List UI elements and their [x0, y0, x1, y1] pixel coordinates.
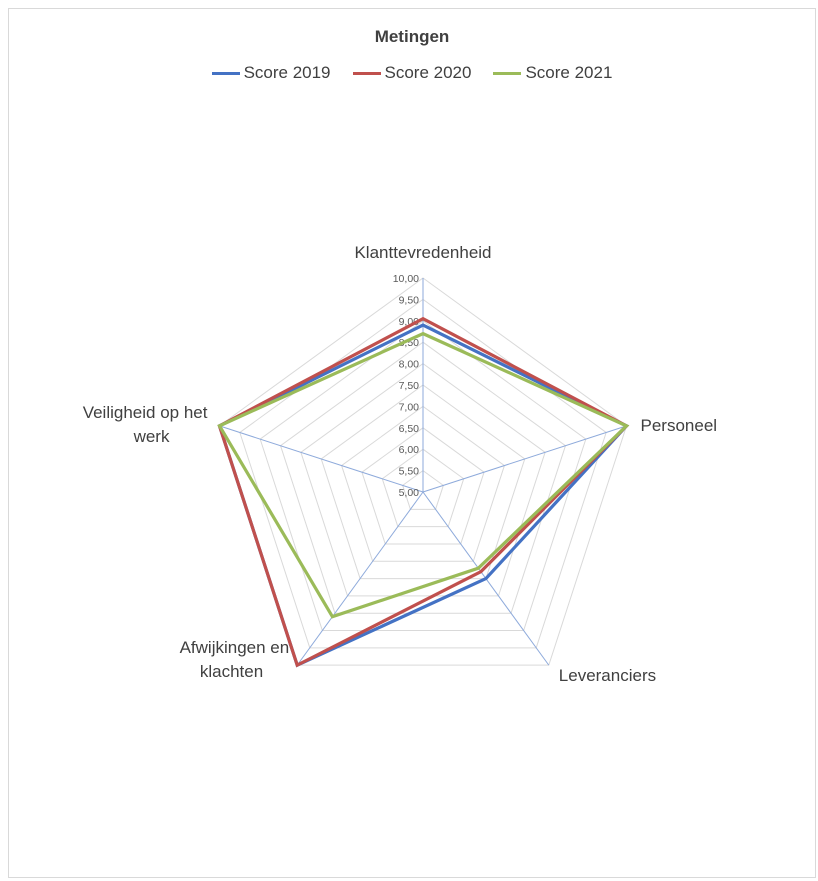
axis-spoke	[219, 425, 424, 493]
grid-ring	[218, 277, 628, 666]
tick-label: 5,00	[399, 487, 420, 499]
tick-label: 7,00	[399, 401, 420, 413]
category-label: Klanttevredenheid	[354, 243, 491, 262]
grid-ring	[361, 427, 485, 545]
category-label: Afwijkingen en klachten	[180, 638, 290, 681]
chart-frame: Metingen Score 2019 Score 2020 Score 202…	[8, 8, 816, 878]
axis-spoke	[422, 425, 627, 493]
legend-label-2020: Score 2020	[384, 63, 472, 82]
grid-ring	[341, 405, 505, 562]
legend-swatch-2020	[352, 71, 381, 75]
legend: Score 2019 Score 2020 Score 2021	[9, 63, 815, 83]
legend-item-2021: Score 2021	[493, 63, 612, 83]
grid-ring	[279, 341, 567, 614]
axis-spoke	[296, 491, 424, 666]
series-line-score-2020	[217, 316, 630, 668]
tick-label: 9,50	[399, 294, 420, 306]
category-label: Veiligheid op het werk	[83, 403, 208, 446]
tick-label: 8,00	[399, 359, 420, 371]
tick-label: 10,00	[393, 273, 419, 285]
tick-label: 8,50	[399, 337, 420, 349]
legend-swatch-2021	[493, 71, 522, 75]
tick-label: 5,50	[399, 466, 420, 478]
grid-ring	[259, 320, 587, 632]
tick-label: 7,50	[399, 380, 420, 392]
category-label: Personeel	[641, 416, 718, 435]
grid-ring	[381, 448, 465, 528]
legend-label-2019: Score 2019	[243, 63, 331, 82]
radar-chart: 5,005,506,006,507,007,508,008,509,009,50…	[83, 243, 718, 685]
grid-ring	[239, 298, 607, 649]
grid-ring	[402, 469, 444, 510]
tick-label: 6,00	[399, 444, 420, 456]
chart-title: Metingen	[374, 27, 450, 46]
legend-label-2021: Score 2021	[525, 63, 613, 82]
legend-item-2020: Score 2020	[352, 63, 472, 83]
series-line-score-2021	[217, 331, 630, 619]
legend-swatch-2019	[211, 71, 240, 75]
tick-label: 6,50	[399, 423, 420, 435]
grid-ring	[300, 362, 546, 597]
legend-item-2019: Score 2019	[211, 63, 331, 83]
category-label: Leveranciers	[559, 666, 656, 685]
grid-ring	[320, 384, 526, 580]
